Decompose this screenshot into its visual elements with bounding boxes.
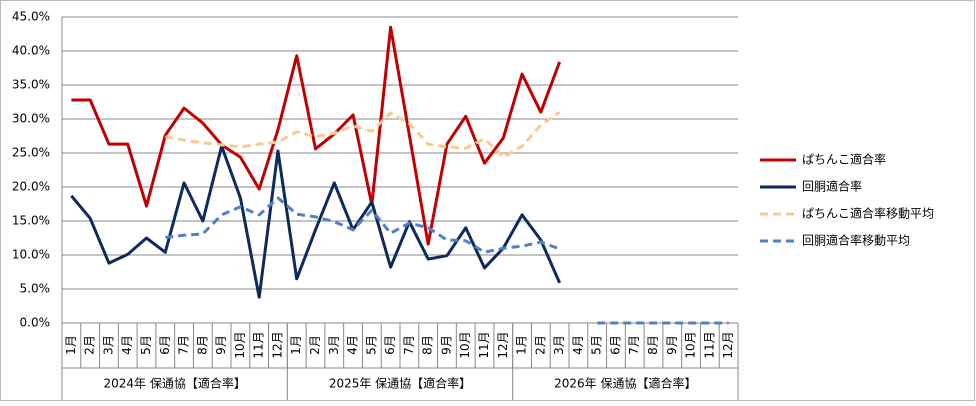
x-tick-label: 11月 (252, 331, 266, 358)
x-tick-label: 10月 (458, 331, 472, 358)
x-tick-label: 9月 (214, 335, 228, 355)
x-tick-label: 1月 (64, 335, 78, 355)
x-tick-label: 5月 (139, 335, 153, 355)
x-tick-label: 1月 (515, 335, 529, 355)
y-tick-label: 40.0% (12, 44, 50, 58)
y-tick-label: 0.0% (20, 316, 51, 330)
y-tick-label: 20.0% (12, 180, 50, 194)
y-tick-label: 10.0% (12, 248, 50, 262)
y-tick-label: 30.0% (12, 112, 50, 126)
x-tick-label: 2月 (533, 335, 547, 355)
x-tick-label: 9月 (665, 335, 679, 355)
legend-label: ぱちんこ適合率移動平均 (802, 206, 934, 221)
y-tick-label: 25.0% (12, 146, 50, 160)
legend-label: ぱちんこ適合率 (802, 152, 886, 167)
x-tick-label: 3月 (327, 335, 341, 355)
x-tick-label: 12月 (496, 331, 510, 358)
x-tick-label: 4月 (571, 335, 585, 355)
group-label: 2026年 保通協【適合率】 (554, 376, 696, 391)
x-tick-label: 8月 (195, 335, 209, 355)
x-tick-label: 1月 (289, 335, 303, 355)
x-tick-label: 11月 (477, 331, 491, 358)
x-tick-label: 8月 (421, 335, 435, 355)
series-line (165, 196, 729, 325)
series-line (71, 25, 562, 246)
x-tick-label: 3月 (101, 335, 115, 355)
x-tick-label: 6月 (158, 335, 172, 355)
x-tick-label: 4月 (120, 335, 134, 355)
x-tick-label: 8月 (646, 335, 660, 355)
y-tick-label: 15.0% (12, 214, 50, 228)
y-tick-label: 5.0% (20, 282, 51, 296)
x-tick-label: 11月 (702, 331, 716, 358)
x-tick-label: 5月 (590, 335, 604, 355)
x-tick-label: 3月 (552, 335, 566, 355)
x-tick-label: 6月 (608, 335, 622, 355)
x-tick-label: 6月 (383, 335, 397, 355)
x-tick-label: 12月 (721, 331, 735, 358)
group-label: 2025年 保通協【適合率】 (329, 376, 471, 391)
legend-label: 回胴適合率 (802, 179, 862, 194)
group-label: 2024年 保通協【適合率】 (103, 376, 245, 391)
series-line (70, 144, 561, 299)
x-tick-label: 10月 (684, 331, 698, 358)
legend-label: 回胴適合率移動平均 (802, 233, 910, 248)
y-tick-label: 35.0% (12, 78, 50, 92)
x-tick-label: 7月 (402, 335, 416, 355)
x-tick-label: 7月 (627, 335, 641, 355)
x-tick-label: 4月 (346, 335, 360, 355)
x-tick-label: 7月 (177, 335, 191, 355)
x-tick-label: 2月 (83, 335, 97, 355)
x-tick-label: 12月 (270, 331, 284, 358)
x-tick-label: 10月 (233, 331, 247, 358)
y-tick-label: 45.0% (12, 10, 50, 24)
x-tick-label: 9月 (439, 335, 453, 355)
x-tick-label: 5月 (364, 335, 378, 355)
x-tick-label: 2月 (308, 335, 322, 355)
